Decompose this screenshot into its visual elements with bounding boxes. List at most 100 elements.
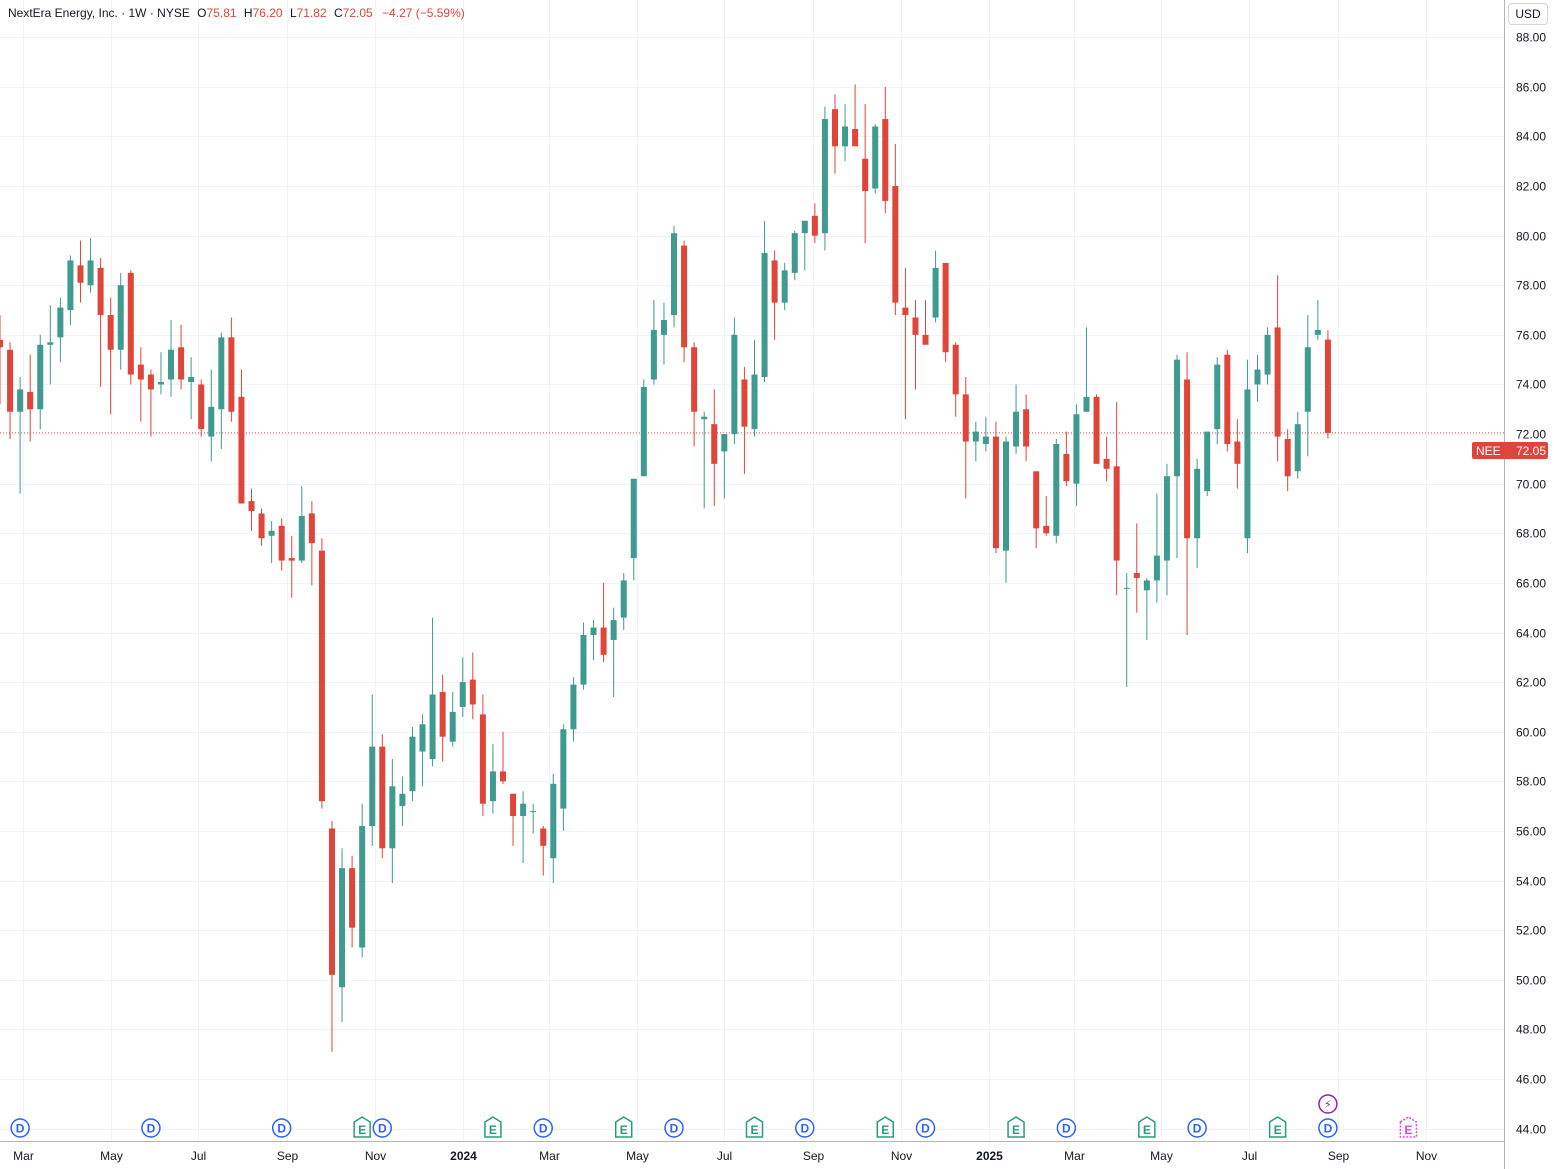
earnings-letter: E (620, 1123, 628, 1137)
y-tick-label: 50.00 (1516, 974, 1546, 988)
candle-body (117, 285, 124, 350)
dividend-marker-icon[interactable]: D (372, 1118, 393, 1138)
dividend-marker-icon[interactable]: D (141, 1118, 161, 1138)
candle-body (610, 620, 617, 640)
candle-down (1224, 349, 1231, 452)
candle-up (560, 724, 567, 831)
candle-up (751, 339, 758, 437)
candle-body (500, 771, 506, 782)
y-tick-label: 80.00 (1516, 230, 1546, 244)
y-tick-label: 74.00 (1516, 378, 1546, 392)
y-tick-label: 54.00 (1516, 875, 1546, 889)
candle-body (1133, 572, 1140, 578)
dividend-marker-icon[interactable]: D (915, 1118, 936, 1138)
dividend-marker-icon[interactable]: D (1187, 1118, 1207, 1138)
candle-body (842, 126, 849, 147)
candle-up (701, 411, 708, 509)
candle-body (168, 349, 175, 380)
candle-body (318, 550, 325, 802)
future-earnings-marker-icon[interactable]: E (1399, 1116, 1418, 1138)
candle-body (188, 377, 195, 382)
candle-body (992, 436, 999, 549)
dividend-circle (664, 1118, 684, 1138)
open-label: O (197, 6, 207, 20)
candle-body (1143, 580, 1150, 591)
split-circle (1318, 1094, 1338, 1114)
candle-body (57, 307, 64, 338)
y-tick-label: 86.00 (1516, 81, 1546, 95)
dividend-marker-icon[interactable]: D (10, 1118, 30, 1138)
candle-up (208, 369, 215, 462)
candle-body (912, 317, 919, 335)
candle-body (479, 714, 486, 804)
candle-down (0, 315, 3, 405)
candle-body (17, 389, 24, 412)
dividend-marker-icon[interactable]: D (1318, 1118, 1338, 1138)
candle-up (399, 776, 406, 826)
y-tick-label: 68.00 (1516, 527, 1546, 541)
price-axis[interactable]: 44.00 46.00 48.00 50.00 52.00 54.00 56.00 58.00… (1504, 0, 1547, 1169)
candle-body (721, 434, 728, 452)
candle-up (339, 848, 346, 1022)
candle-body (1274, 327, 1281, 437)
candle-body (982, 436, 989, 444)
dividend-marker-icon[interactable]: D (1056, 1118, 1077, 1138)
dividend-letter: D (1324, 1122, 1333, 1136)
x-tick-label: Sep (803, 1149, 825, 1163)
earnings-letter: E (750, 1123, 758, 1137)
earnings-marker-icon[interactable]: E (745, 1116, 764, 1138)
candle-down (27, 354, 34, 442)
earnings-letter: E (358, 1123, 366, 1137)
candle-down (97, 257, 104, 387)
dividend-marker-icon[interactable]: D (271, 1118, 292, 1138)
candle-up (419, 714, 426, 787)
candle-body (288, 558, 295, 561)
candle-down (952, 342, 959, 417)
candle-down (711, 389, 718, 507)
earnings-marker-icon[interactable]: E (614, 1116, 633, 1138)
y-tick-label: 56.00 (1516, 825, 1546, 839)
earnings-marker-icon[interactable]: E (1007, 1116, 1025, 1138)
candle-body (7, 349, 14, 412)
candle-body (852, 128, 859, 147)
candle-body (1184, 379, 1191, 539)
candle-up (1204, 431, 1211, 497)
candle-body (349, 868, 356, 928)
candle-down (479, 694, 486, 817)
earnings-marker-icon[interactable]: E (484, 1116, 502, 1138)
earnings-marker-icon[interactable]: E (1138, 1116, 1156, 1138)
candle-up (168, 319, 175, 397)
earnings-marker-icon[interactable]: E (353, 1116, 371, 1138)
event-markers[interactable]: D D D E D E D E D E D E D E D E D E D⚡E (10, 1094, 1418, 1138)
candle-up (530, 803, 537, 834)
split-marker-icon[interactable]: ⚡ (1318, 1094, 1338, 1114)
candle-body (560, 729, 567, 809)
candle-down (681, 240, 688, 363)
candle-body (1033, 471, 1040, 529)
earnings-marker-icon[interactable]: E (1268, 1116, 1287, 1138)
candle-up (17, 377, 24, 494)
candle-body (1234, 441, 1241, 464)
candle-down (137, 347, 144, 422)
candle-body (147, 374, 154, 390)
currency-button[interactable]: USD (1508, 3, 1548, 25)
change-value: −4.27 (−5.59%) (382, 6, 465, 20)
x-tick-label: 2025 (976, 1149, 1003, 1163)
dividend-marker-icon[interactable]: D (795, 1118, 815, 1138)
dividend-marker-icon[interactable]: D (533, 1118, 553, 1138)
candle-body (1003, 441, 1009, 551)
candle-body (862, 158, 869, 191)
candle-up (932, 250, 939, 323)
earnings-marker-icon[interactable]: E (876, 1116, 895, 1138)
earnings-shape (745, 1116, 764, 1138)
dividend-marker-icon[interactable]: D (664, 1118, 684, 1138)
time-axis[interactable]: Mar May Jul Sep Nov 2024 Mar May Jul Sep Nov 2025 Ma… (0, 1141, 1504, 1164)
candle-down (7, 342, 14, 440)
candle-down (1113, 401, 1120, 596)
candle-body (439, 692, 446, 737)
candle-body (469, 679, 476, 705)
candle-down (811, 203, 818, 244)
candle-up (298, 486, 305, 564)
candle-down (258, 508, 265, 546)
